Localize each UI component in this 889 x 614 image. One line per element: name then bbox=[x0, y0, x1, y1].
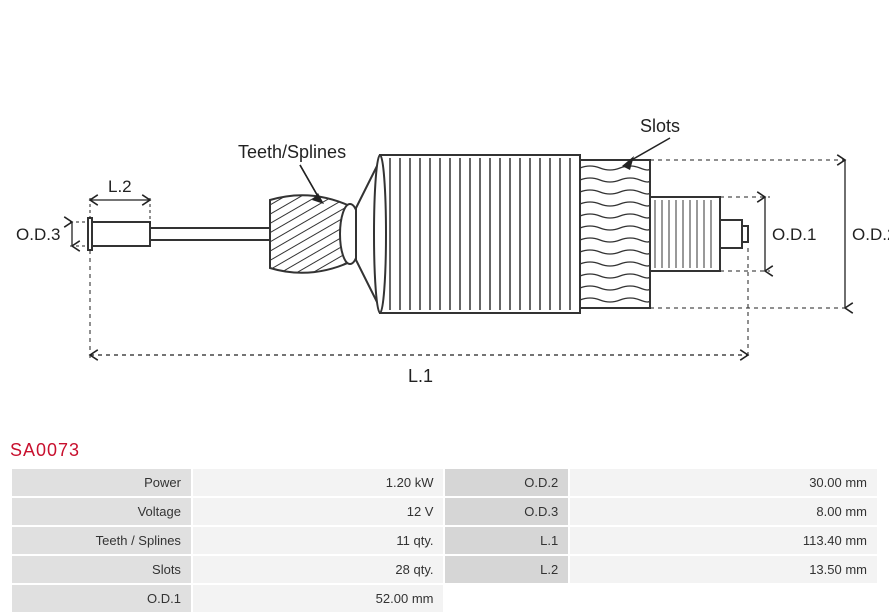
table-row: Voltage12 VO.D.38.00 mm bbox=[12, 498, 877, 525]
spec-value: 8.00 mm bbox=[570, 498, 877, 525]
diagram-area: Teeth/Splines Slots L.2 O.D.3 L.1 O.D.1 … bbox=[0, 0, 889, 440]
spec-value: 12 V bbox=[193, 498, 444, 525]
spec-label: Voltage bbox=[12, 498, 191, 525]
spec-label: Slots bbox=[12, 556, 191, 583]
table-row: Teeth / Splines11 qty.L.1113.40 mm bbox=[12, 527, 877, 554]
spec-value: 30.00 mm bbox=[570, 469, 877, 496]
spec-value: 28 qty. bbox=[193, 556, 444, 583]
spec-label: L.2 bbox=[445, 556, 568, 583]
spec-label: O.D.1 bbox=[12, 585, 191, 612]
spec-value: 1.20 kW bbox=[193, 469, 444, 496]
spec-value bbox=[570, 585, 877, 612]
table-row: O.D.152.00 mm bbox=[12, 585, 877, 612]
spec-label bbox=[445, 585, 568, 612]
spec-value: 113.40 mm bbox=[570, 527, 877, 554]
armature-diagram: Teeth/Splines Slots L.2 O.D.3 L.1 O.D.1 … bbox=[0, 0, 889, 440]
label-slots: Slots bbox=[640, 116, 680, 136]
spec-label: O.D.3 bbox=[445, 498, 568, 525]
label-teeth-splines: Teeth/Splines bbox=[238, 142, 346, 162]
spec-value: 52.00 mm bbox=[193, 585, 444, 612]
spec-label: Power bbox=[12, 469, 191, 496]
table-row: Slots28 qty.L.213.50 mm bbox=[12, 556, 877, 583]
label-od1: O.D.1 bbox=[772, 225, 816, 244]
part-number: SA0073 bbox=[10, 440, 889, 461]
label-od3: O.D.3 bbox=[16, 225, 60, 244]
spec-value: 11 qty. bbox=[193, 527, 444, 554]
spec-label: L.1 bbox=[445, 527, 568, 554]
spec-value: 13.50 mm bbox=[570, 556, 877, 583]
label-l1: L.1 bbox=[408, 366, 433, 386]
label-l2: L.2 bbox=[108, 177, 132, 196]
spec-label: Teeth / Splines bbox=[12, 527, 191, 554]
table-row: Power1.20 kWO.D.230.00 mm bbox=[12, 469, 877, 496]
specs-table: Power1.20 kWO.D.230.00 mmVoltage12 VO.D.… bbox=[10, 467, 879, 614]
spec-label: O.D.2 bbox=[445, 469, 568, 496]
label-od2: O.D.2 bbox=[852, 225, 889, 244]
